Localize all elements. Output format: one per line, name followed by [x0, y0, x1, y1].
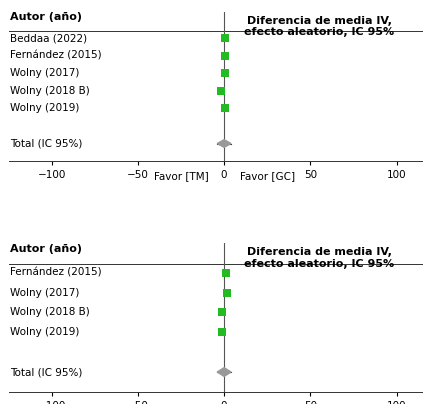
Text: Favor [TM]: Favor [TM]: [153, 170, 208, 181]
Text: Wolny (2018 B): Wolny (2018 B): [10, 307, 90, 318]
Text: Total (IC 95%): Total (IC 95%): [10, 139, 83, 149]
Text: Beddaa (2022): Beddaa (2022): [10, 34, 87, 43]
Text: Favor [TM]: Favor [TM]: [153, 403, 208, 404]
Text: Fernández (2015): Fernández (2015): [10, 51, 102, 61]
Text: Wolny (2019): Wolny (2019): [10, 327, 80, 337]
Text: Diferencia de media IV,
efecto aleatorio, IC 95%: Diferencia de media IV, efecto aleatorio…: [243, 247, 393, 269]
Text: Wolny (2017): Wolny (2017): [10, 288, 80, 298]
Text: Total (IC 95%): Total (IC 95%): [10, 367, 83, 377]
Polygon shape: [217, 140, 230, 147]
Text: Wolny (2018 B): Wolny (2018 B): [10, 86, 90, 96]
Text: Diferencia de media IV,
efecto aleatorio, IC 95%: Diferencia de media IV, efecto aleatorio…: [243, 16, 393, 37]
Text: Favor [GC]: Favor [GC]: [239, 403, 294, 404]
Text: Wolny (2019): Wolny (2019): [10, 103, 80, 114]
Text: Fernández (2015): Fernández (2015): [10, 268, 102, 278]
Text: Autor (año): Autor (año): [10, 12, 82, 22]
Text: Autor (año): Autor (año): [10, 244, 82, 254]
Text: Favor [GC]: Favor [GC]: [239, 170, 294, 181]
Text: Wolny (2017): Wolny (2017): [10, 68, 80, 78]
Polygon shape: [217, 368, 230, 377]
